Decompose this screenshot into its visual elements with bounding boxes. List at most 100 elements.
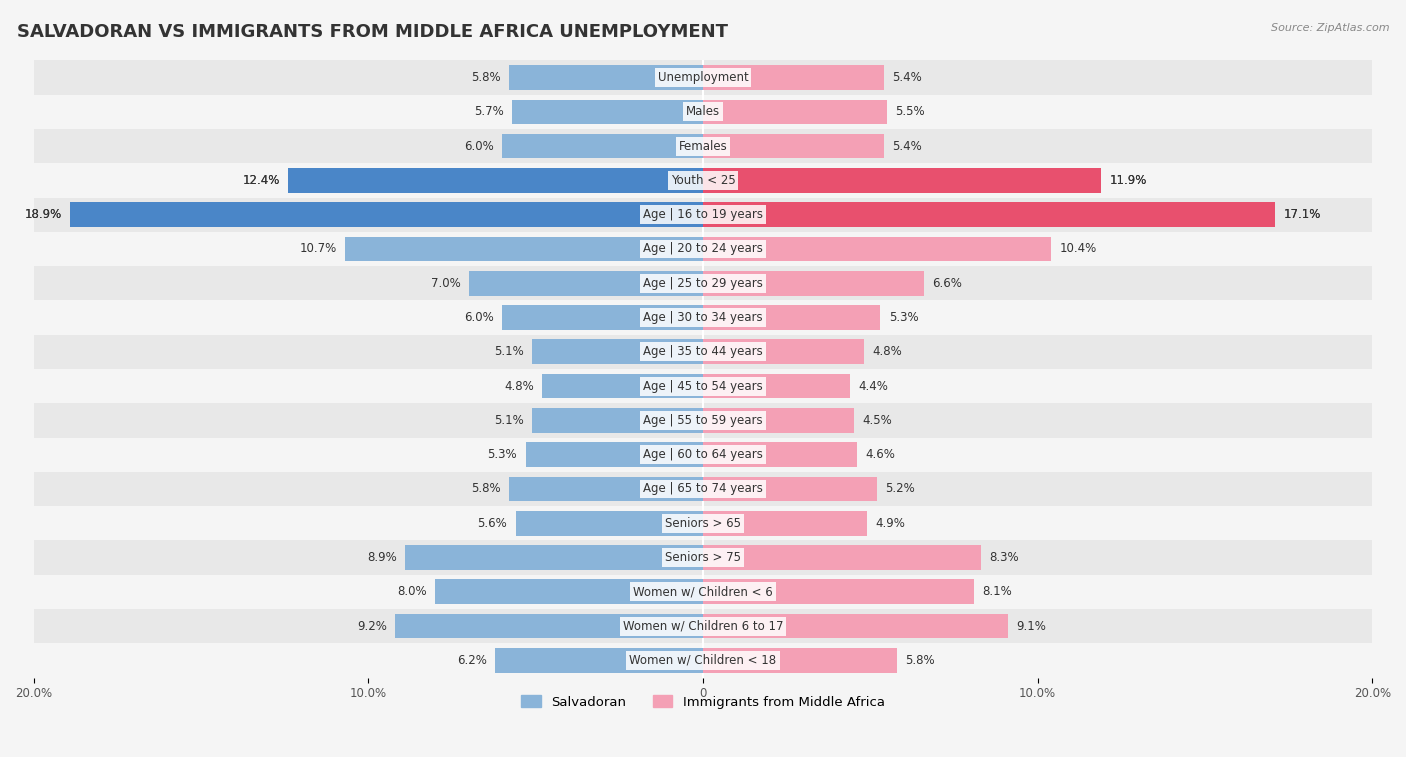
Text: 5.6%: 5.6% — [478, 517, 508, 530]
Bar — [34, 643, 1372, 678]
Bar — [703, 168, 1101, 193]
Text: Age | 16 to 19 years: Age | 16 to 19 years — [643, 208, 763, 221]
Text: 5.5%: 5.5% — [896, 105, 925, 118]
Text: Women w/ Children < 6: Women w/ Children < 6 — [633, 585, 773, 598]
Bar — [34, 609, 1372, 643]
Bar — [34, 301, 1372, 335]
Bar — [526, 442, 703, 467]
Bar — [703, 442, 858, 467]
Text: 5.4%: 5.4% — [893, 139, 922, 153]
Bar — [703, 339, 863, 364]
Text: Source: ZipAtlas.com: Source: ZipAtlas.com — [1271, 23, 1389, 33]
Bar — [512, 99, 703, 124]
Bar — [533, 408, 703, 433]
Bar — [509, 477, 703, 501]
Text: 6.2%: 6.2% — [457, 654, 486, 667]
Text: 18.9%: 18.9% — [25, 208, 62, 221]
Text: Males: Males — [686, 105, 720, 118]
Text: 12.4%: 12.4% — [242, 174, 280, 187]
Text: Unemployment: Unemployment — [658, 71, 748, 84]
Text: 5.4%: 5.4% — [893, 71, 922, 84]
Text: 5.8%: 5.8% — [471, 71, 501, 84]
Text: Age | 30 to 34 years: Age | 30 to 34 years — [643, 311, 763, 324]
Text: 8.1%: 8.1% — [983, 585, 1012, 598]
Text: 8.0%: 8.0% — [398, 585, 427, 598]
Bar — [34, 198, 1372, 232]
Text: 11.9%: 11.9% — [1109, 174, 1147, 187]
Legend: Salvadoran, Immigrants from Middle Africa: Salvadoran, Immigrants from Middle Afric… — [516, 690, 890, 714]
Text: 6.0%: 6.0% — [464, 311, 494, 324]
Text: Age | 35 to 44 years: Age | 35 to 44 years — [643, 345, 763, 358]
Bar — [34, 335, 1372, 369]
Text: Age | 45 to 54 years: Age | 45 to 54 years — [643, 379, 763, 393]
Text: 17.1%: 17.1% — [1284, 208, 1322, 221]
Text: 7.0%: 7.0% — [430, 277, 460, 290]
Bar — [703, 202, 1275, 227]
Text: 5.7%: 5.7% — [474, 105, 503, 118]
Bar — [495, 648, 703, 673]
Bar — [703, 134, 884, 158]
Bar — [34, 129, 1372, 164]
Bar — [34, 403, 1372, 438]
Text: 4.8%: 4.8% — [505, 379, 534, 393]
Text: 4.5%: 4.5% — [862, 414, 891, 427]
Bar — [703, 579, 974, 604]
Text: 5.3%: 5.3% — [889, 311, 918, 324]
Text: 11.9%: 11.9% — [1109, 174, 1147, 187]
Bar — [34, 266, 1372, 301]
Text: 5.8%: 5.8% — [905, 654, 935, 667]
Bar — [543, 374, 703, 398]
Bar — [703, 545, 981, 570]
Bar — [395, 614, 703, 638]
Bar — [34, 438, 1372, 472]
Bar — [703, 271, 924, 295]
Bar — [703, 408, 853, 433]
Bar — [344, 237, 703, 261]
Bar — [703, 305, 880, 330]
Bar — [703, 237, 1052, 261]
Text: 4.6%: 4.6% — [865, 448, 896, 461]
Bar — [533, 339, 703, 364]
Bar — [34, 369, 1372, 403]
Bar — [509, 65, 703, 90]
Bar — [405, 545, 703, 570]
Text: 9.2%: 9.2% — [357, 619, 387, 633]
Bar — [70, 202, 703, 227]
Text: 12.4%: 12.4% — [242, 174, 280, 187]
Bar — [288, 168, 703, 193]
Text: Age | 60 to 64 years: Age | 60 to 64 years — [643, 448, 763, 461]
Bar — [502, 305, 703, 330]
Text: SALVADORAN VS IMMIGRANTS FROM MIDDLE AFRICA UNEMPLOYMENT: SALVADORAN VS IMMIGRANTS FROM MIDDLE AFR… — [17, 23, 728, 41]
Bar — [703, 374, 851, 398]
Text: 5.3%: 5.3% — [488, 448, 517, 461]
Text: Women w/ Children 6 to 17: Women w/ Children 6 to 17 — [623, 619, 783, 633]
Bar — [34, 61, 1372, 95]
Bar — [516, 511, 703, 536]
Bar — [502, 134, 703, 158]
Text: 4.9%: 4.9% — [876, 517, 905, 530]
Bar — [703, 511, 868, 536]
Bar — [34, 232, 1372, 266]
Text: 8.9%: 8.9% — [367, 551, 396, 564]
Text: Youth < 25: Youth < 25 — [671, 174, 735, 187]
Text: Seniors > 65: Seniors > 65 — [665, 517, 741, 530]
Text: 17.1%: 17.1% — [1284, 208, 1322, 221]
Text: 5.1%: 5.1% — [494, 414, 524, 427]
Bar — [436, 579, 703, 604]
Bar — [34, 95, 1372, 129]
Text: 9.1%: 9.1% — [1017, 619, 1046, 633]
Text: 4.8%: 4.8% — [872, 345, 901, 358]
Bar — [703, 477, 877, 501]
Bar — [34, 575, 1372, 609]
Text: 10.4%: 10.4% — [1060, 242, 1097, 255]
Text: 4.4%: 4.4% — [859, 379, 889, 393]
Bar — [468, 271, 703, 295]
Bar — [703, 648, 897, 673]
Bar — [34, 540, 1372, 575]
Text: 6.0%: 6.0% — [464, 139, 494, 153]
Bar — [34, 506, 1372, 540]
Text: 8.3%: 8.3% — [990, 551, 1019, 564]
Text: 5.1%: 5.1% — [494, 345, 524, 358]
Text: Age | 65 to 74 years: Age | 65 to 74 years — [643, 482, 763, 496]
Text: Age | 20 to 24 years: Age | 20 to 24 years — [643, 242, 763, 255]
